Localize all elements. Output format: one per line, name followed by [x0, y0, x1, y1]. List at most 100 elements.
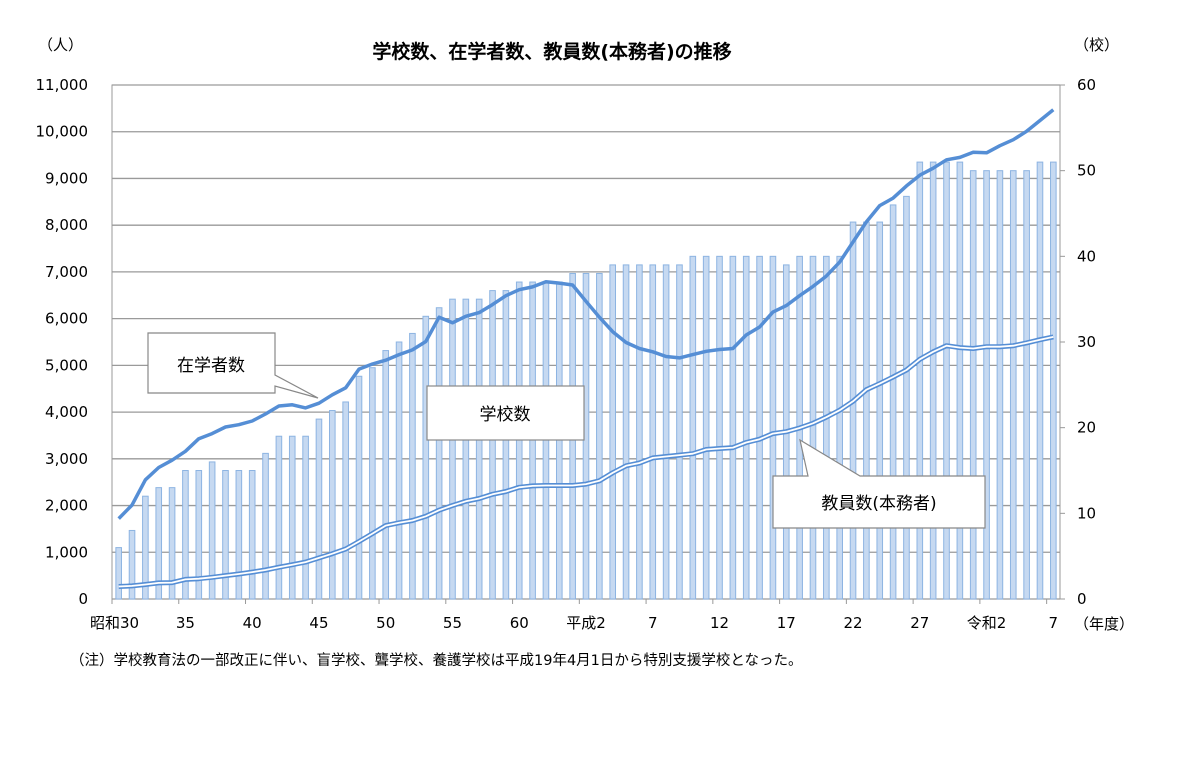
bar-school-count — [863, 221, 870, 600]
y-left-tick-label: 6,000 — [45, 310, 88, 328]
bar-school-count — [208, 461, 216, 600]
bar-school-count — [956, 161, 964, 600]
bar-school-count — [1050, 161, 1057, 600]
x-tick-label: 50 — [376, 614, 395, 632]
callout-students-label: 在学者数 — [177, 356, 245, 376]
x-tick-label: 17 — [777, 614, 796, 632]
chart-title: 学校数、在学者数、教員数(本務者)の推移 — [372, 40, 731, 63]
bar-school-count — [716, 255, 723, 600]
bar-school-count — [502, 290, 510, 600]
bar-school-count — [449, 298, 456, 600]
y-right-tick-label: 30 — [1077, 333, 1096, 351]
bar-school-count — [115, 547, 122, 600]
callout-teachers-label: 教員数(本務者) — [821, 494, 936, 514]
y-right-tick-label: 0 — [1077, 590, 1087, 608]
bar-school-count — [395, 341, 403, 600]
line-teachers-inner — [118, 336, 1054, 588]
bar-school-count — [288, 435, 296, 600]
bar-school-count — [756, 255, 763, 600]
lines — [117, 108, 1055, 589]
bar-school-count — [235, 470, 243, 600]
y-left-tick-label: 0 — [78, 590, 88, 608]
bar-school-count — [876, 221, 884, 600]
x-tick-label: 22 — [843, 614, 862, 632]
bar-school-count — [903, 195, 910, 600]
bar-school-count — [1036, 161, 1044, 600]
x-axis-unit: （年度） — [1074, 615, 1134, 633]
x-tick-label: 35 — [176, 614, 195, 632]
x-tick-label: 40 — [243, 614, 262, 632]
y-left-tick-label: 4,000 — [45, 403, 88, 421]
bar-school-count — [676, 264, 683, 600]
x-tick-label: 7 — [1049, 614, 1059, 632]
x-tick-label: 昭和30 — [90, 614, 139, 632]
y-right-tick-label: 10 — [1077, 504, 1096, 522]
bar-school-count — [369, 367, 376, 600]
bar-school-count — [649, 264, 657, 600]
bar-school-count — [609, 264, 617, 600]
y-left-tick-label: 3,000 — [45, 450, 88, 468]
x-tick-label: 令和2 — [967, 614, 1007, 632]
bar-school-count — [302, 435, 309, 600]
bar-school-count — [983, 170, 990, 600]
y-right-tick-label: 40 — [1077, 247, 1096, 265]
bar-school-count — [155, 487, 163, 600]
bar-school-count — [462, 298, 470, 600]
axes: 0 1,000 2,000 3,000 4,000 5,000 6,000 7,000 8,00… — [36, 76, 1097, 632]
bar-school-count — [329, 410, 336, 600]
bar-school-count — [409, 332, 416, 600]
x-tick-label: 55 — [443, 614, 462, 632]
x-tick-label: 27 — [910, 614, 929, 632]
y-left-tick-label: 8,000 — [45, 216, 88, 234]
y-right-tick-label: 60 — [1077, 76, 1096, 94]
y-right-tick-label: 50 — [1077, 162, 1096, 180]
right-axis-unit: （校） — [1074, 36, 1119, 54]
bar-school-count — [248, 470, 256, 600]
bar-school-count — [142, 495, 149, 600]
bar-school-count — [809, 255, 817, 600]
bar-school-count — [315, 418, 323, 600]
bar-school-count — [489, 290, 496, 600]
bar-school-count — [422, 315, 430, 600]
y-left-tick-label: 11,000 — [36, 76, 89, 94]
y-left-tick-label: 2,000 — [45, 497, 88, 515]
bar-school-count — [916, 161, 924, 600]
y-left-tick-label: 1,000 — [45, 543, 88, 561]
bar-school-count — [1023, 170, 1030, 600]
bar-school-count — [275, 435, 283, 600]
callouts: 在学者数 学校数 教員数(本務者) — [147, 332, 986, 529]
y-left-tick-label: 9,000 — [45, 169, 88, 187]
callout-schools-label: 学校数 — [480, 405, 531, 425]
bar-school-count — [355, 375, 363, 600]
bar-school-count — [168, 487, 176, 600]
bar-school-count — [996, 170, 1004, 600]
callout-teachers: 教員数(本務者) — [772, 438, 986, 529]
bar-school-count — [689, 255, 697, 600]
bar-school-count — [729, 255, 737, 600]
bar-school-count — [943, 161, 950, 600]
bar-school-count — [262, 452, 269, 600]
bar-school-count — [636, 264, 643, 600]
bar-school-count — [622, 264, 630, 600]
left-axis-unit: （人） — [38, 36, 83, 54]
bar-school-count — [182, 470, 189, 600]
bar-school-count — [435, 307, 443, 600]
x-tick-label: 7 — [648, 614, 658, 632]
line-students — [117, 108, 1055, 520]
bar-school-count — [128, 529, 136, 600]
bar-school-count — [475, 298, 483, 600]
bar-school-count — [969, 170, 977, 600]
x-tick-label: 平成2 — [566, 614, 606, 632]
bar-school-count — [382, 350, 390, 600]
bar-school-count — [222, 470, 229, 600]
bar-school-count — [662, 264, 670, 600]
bar-school-count — [195, 470, 203, 600]
bar-school-count — [742, 255, 750, 600]
bar-school-count — [823, 255, 830, 600]
y-left-tick-label: 5,000 — [45, 356, 88, 374]
bar-school-count — [769, 255, 777, 600]
y-left-tick-label: 10,000 — [36, 123, 89, 141]
bar-school-count — [929, 161, 937, 600]
bar-school-count — [702, 255, 710, 600]
